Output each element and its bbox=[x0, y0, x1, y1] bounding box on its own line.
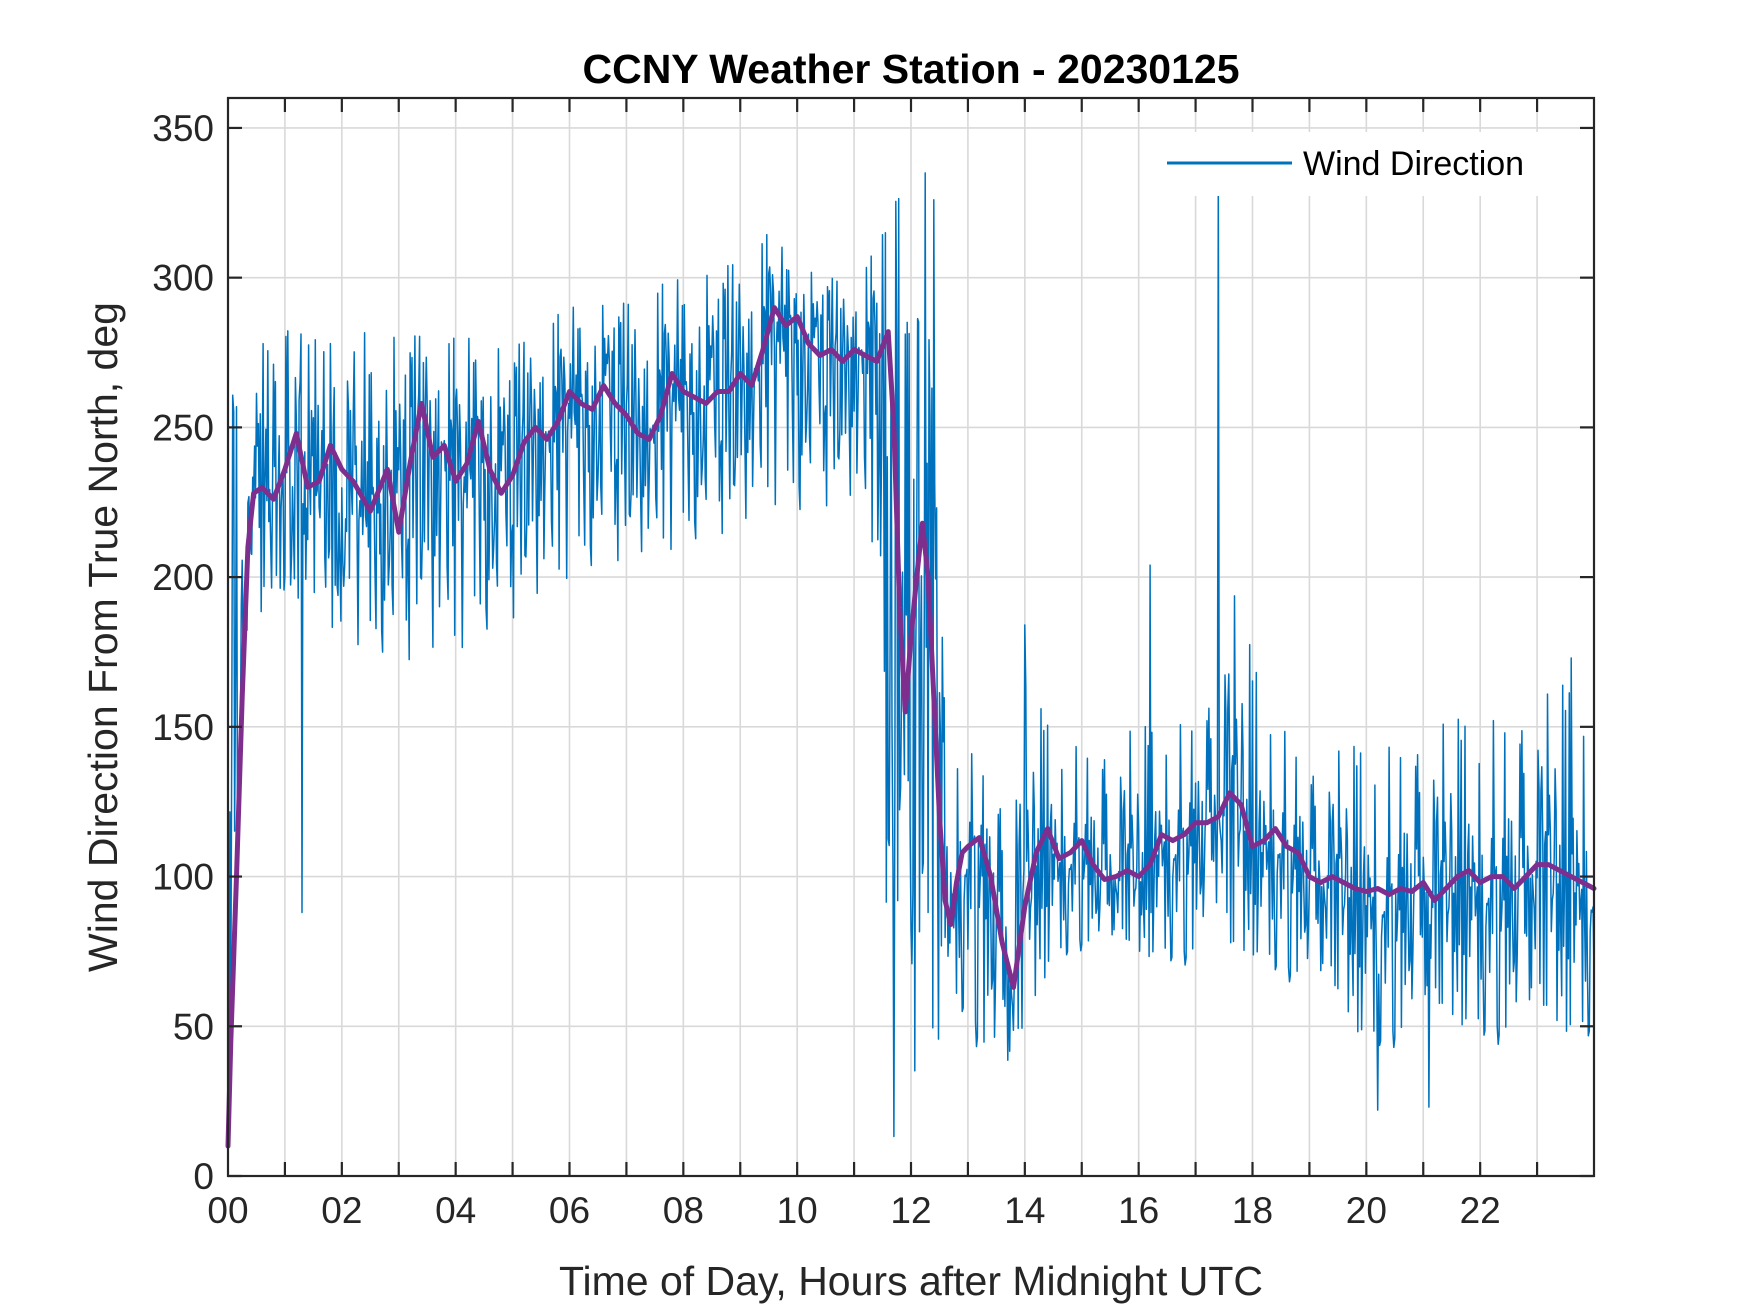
x-tick-labels: 00 02 04 06 08 10 12 14 16 18 20 22 bbox=[207, 1190, 1500, 1231]
y-tick-labels: 0 50 100 150 200 250 300 350 bbox=[152, 108, 214, 1197]
y-tick-label: 150 bbox=[152, 707, 214, 748]
y-tick-label: 350 bbox=[152, 108, 214, 149]
series-smoothed bbox=[225, 305, 1597, 1149]
tick-marks bbox=[228, 98, 1594, 1178]
series-wind-direction bbox=[227, 166, 1595, 1138]
smoothed-line bbox=[225, 305, 1597, 1149]
x-tick-label: 12 bbox=[890, 1190, 931, 1231]
x-tick-label: 10 bbox=[777, 1190, 818, 1231]
y-tick-label: 250 bbox=[152, 407, 214, 448]
chart-title: CCNY Weather Station - 20230125 bbox=[582, 46, 1239, 92]
y-tick-label: 100 bbox=[152, 857, 214, 898]
wind-direction-line bbox=[227, 166, 1595, 1138]
y-tick-label: 50 bbox=[173, 1006, 214, 1047]
x-axis-label: Time of Day, Hours after Midnight UTC bbox=[559, 1258, 1263, 1304]
y-axis-label: Wind Direction From True North, deg bbox=[80, 302, 126, 972]
x-tick-label: 14 bbox=[1004, 1190, 1045, 1231]
y-tick-label: 200 bbox=[152, 557, 214, 598]
x-tick-label: 04 bbox=[435, 1190, 476, 1231]
x-tick-label: 22 bbox=[1460, 1190, 1501, 1231]
y-tick-label: 0 bbox=[193, 1156, 214, 1197]
x-tick-label: 08 bbox=[663, 1190, 704, 1231]
x-tick-label: 06 bbox=[549, 1190, 590, 1231]
x-tick-label: 20 bbox=[1346, 1190, 1387, 1231]
x-tick-label: 00 bbox=[207, 1190, 248, 1231]
x-tick-label: 18 bbox=[1232, 1190, 1273, 1231]
x-tick-label: 16 bbox=[1118, 1190, 1159, 1231]
legend: Wind Direction bbox=[1150, 132, 1570, 196]
legend-label-wind-direction: Wind Direction bbox=[1303, 145, 1524, 183]
x-tick-label: 02 bbox=[321, 1190, 362, 1231]
y-tick-label: 300 bbox=[152, 258, 214, 299]
